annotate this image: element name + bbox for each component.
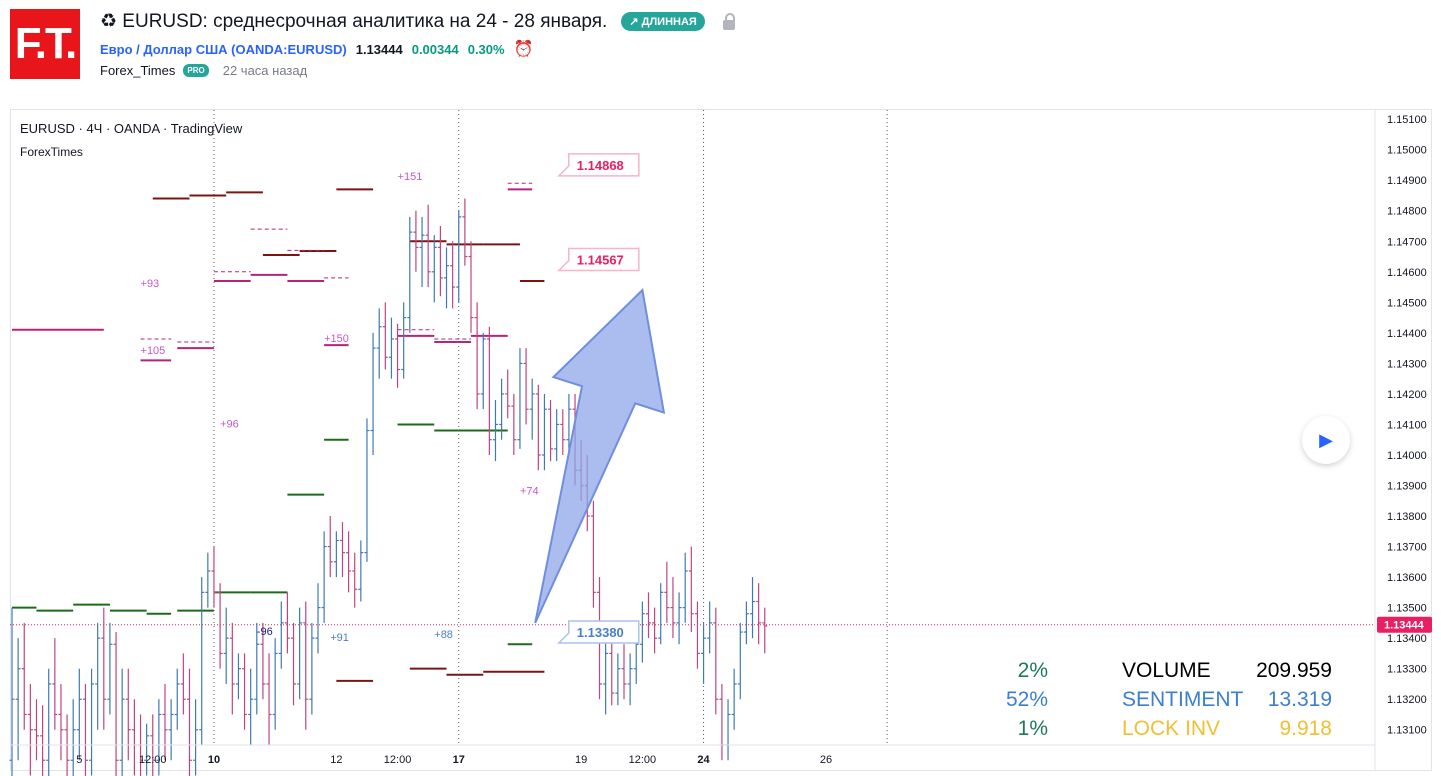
symbol-link[interactable]: Евро / Доллар США (OANDA:EURUSD) (100, 41, 347, 57)
time-ago: 22 часа назад (222, 63, 308, 78)
play-button[interactable]: ▶ (1302, 416, 1350, 464)
long-badge: ↗ ДЛИННАЯ (621, 12, 705, 31)
idea-title: ♻ EURUSD: среднесрочная аналитика на 24 … (100, 11, 608, 32)
forex-times-logo[interactable]: F.T. (10, 9, 80, 79)
idea-title-row: ♻ EURUSD: среднесрочная аналитика на 24 … (100, 10, 735, 33)
author-row: Forex_Times PRO 22 часа назад (100, 63, 307, 78)
author-name[interactable]: Forex_Times (100, 63, 176, 78)
chart-frame (10, 109, 1432, 771)
pro-badge: PRO (183, 64, 209, 77)
play-icon: ▶ (1319, 429, 1333, 450)
symbol-change-pct: 0.30% (467, 41, 505, 57)
symbol-row: Евро / Доллар США (OANDA:EURUSD) 1.13444… (100, 39, 534, 59)
alarm-clock-plus-icon[interactable]: ⏰ (513, 41, 534, 58)
symbol-change: 0.00344 (411, 41, 459, 57)
lock-icon (722, 12, 735, 30)
symbol-price: 1.13444 (355, 41, 403, 57)
